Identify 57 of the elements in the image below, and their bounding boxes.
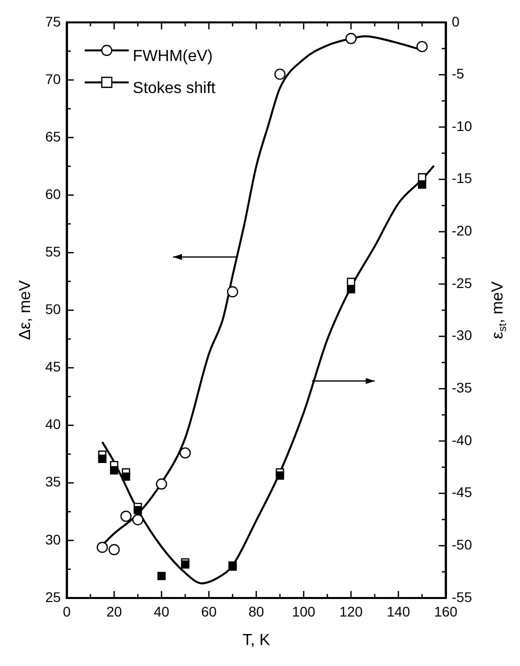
point [108,544,120,556]
point [96,542,108,553]
y2-tick-label: -10 [452,118,472,134]
y2-tick-label: -55 [452,588,472,605]
point [156,478,168,490]
point [110,466,118,474]
x-tick-label: 20 [106,603,122,620]
x-tick-label: 60 [201,603,217,620]
y2-tick-label: -5 [452,66,464,82]
y-tick-label: 60 [45,186,61,202]
point [132,514,144,526]
point [418,173,426,182]
legend-label: Stokes shift [132,80,216,97]
y2-tick-label: -45 [452,484,472,500]
x-tick-label: 160 [434,603,458,620]
y2-tick-label: -30 [452,327,472,344]
y-tick-label: 65 [45,128,61,144]
y-tick-label: 70 [45,70,61,87]
y-tick-label: 30 [45,531,61,548]
x-axis-title: T, K [242,632,270,649]
point [98,454,106,463]
x-tick-label: 0 [62,603,71,620]
x-tick-label: 100 [292,603,316,620]
legend-label: FWHM(eV) [132,48,213,65]
y2-tick-label: -15 [452,170,472,186]
y2-tick-label: -40 [452,432,472,448]
y2-tick-label: -25 [452,274,472,291]
point [122,472,130,481]
x-tick-label: 80 [248,603,264,620]
x-tick-label: 40 [154,603,170,620]
y2-axis-title: εst, meV [489,281,510,339]
y-tick-label: 55 [45,244,61,260]
point [416,40,428,52]
y2-tick-label: -35 [452,380,472,396]
y-tick-label: 45 [45,358,61,375]
y-tick-label: 75 [45,13,61,30]
point [346,285,356,294]
x-tick-label: 120 [339,603,363,620]
line-series [101,164,435,584]
y2-tick-label: -20 [452,222,472,239]
y-tick-label: 50 [45,301,61,318]
point [276,471,284,480]
point [274,68,286,80]
x-tick-label: 140 [386,603,410,620]
y-tick-label: 40 [45,416,61,432]
point [418,180,426,189]
point [226,286,238,298]
point [345,32,357,44]
point [180,447,191,459]
y2-tick-label: -50 [452,536,472,553]
y-tick-label: 35 [45,474,61,490]
y-axis-title: Δε, meV [17,280,34,340]
y-tick-label: 25 [45,588,61,605]
point [120,510,132,522]
point [157,572,166,580]
point [134,506,142,514]
y2-tick-label: 0 [452,13,460,30]
